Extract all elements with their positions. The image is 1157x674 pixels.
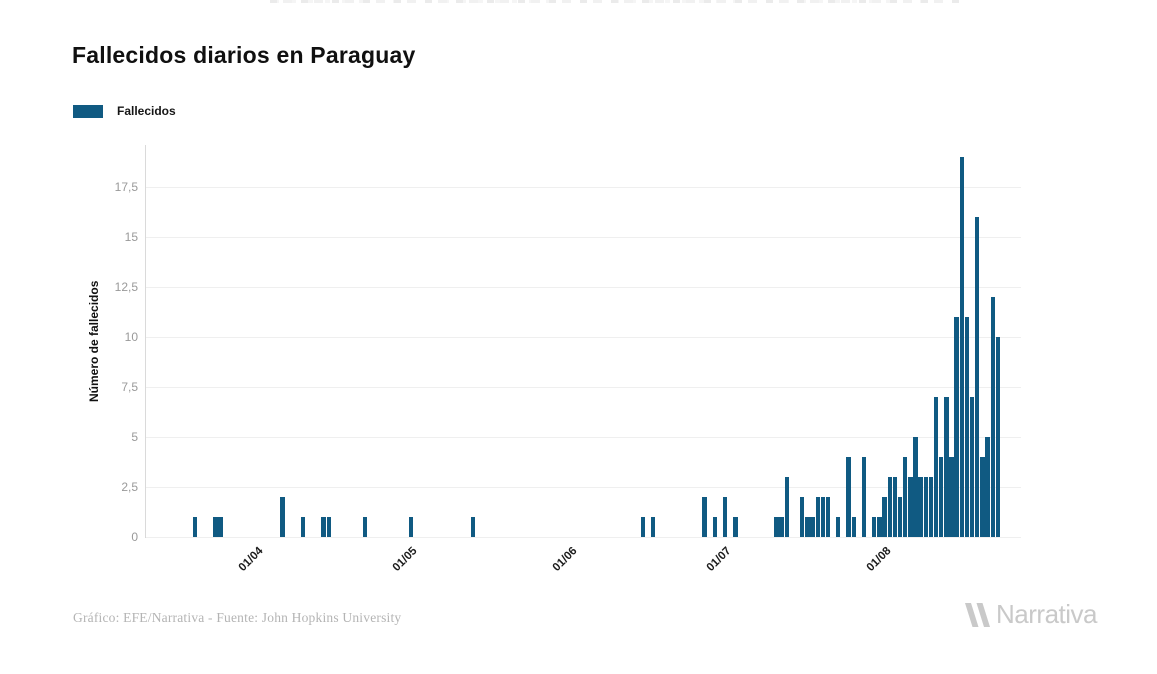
y-tick-label: 12,5: [114, 280, 138, 294]
bar[interactable]: [300, 517, 306, 537]
y-gridline: [146, 186, 1021, 188]
y-tick-label: 17,5: [114, 180, 138, 194]
y-tick-label: 15: [124, 230, 138, 244]
bar[interactable]: [815, 497, 820, 537]
narrativa-logo: Narrativa: [965, 599, 1097, 630]
y-tick-label: 0: [131, 530, 138, 544]
plot-area: 0 2,5 5 7,5 10 12,5 15 17,5 01/04 01/05 01/06 01/07…: [115, 145, 1021, 574]
bar[interactable]: [913, 437, 918, 537]
bar[interactable]: [980, 457, 985, 537]
bar[interactable]: [800, 497, 805, 537]
bar[interactable]: [702, 497, 707, 537]
bar[interactable]: [985, 437, 990, 537]
bar[interactable]: [805, 517, 810, 537]
bar[interactable]: [861, 457, 867, 537]
x-tick-label: 01/08: [864, 545, 894, 574]
bar[interactable]: [846, 457, 851, 537]
bar[interactable]: [640, 517, 645, 537]
y-tick-label: 10: [124, 330, 138, 344]
y-gridline: [146, 386, 1021, 388]
bar[interactable]: [903, 457, 908, 537]
screenshot-edge-artifact: [270, 0, 960, 3]
source-credit: Gráfico: EFE/Narrativa - Fuente: John Ho…: [73, 610, 402, 625]
bar[interactable]: [923, 477, 928, 537]
y-gridline: [146, 536, 1021, 538]
bar[interactable]: [192, 517, 198, 537]
bar[interactable]: [362, 517, 367, 537]
bar[interactable]: [975, 217, 980, 537]
bar[interactable]: [877, 517, 882, 537]
bar[interactable]: [944, 397, 949, 537]
bar[interactable]: [990, 297, 995, 537]
x-tick-label: 01/05: [390, 545, 420, 574]
bar[interactable]: [918, 477, 923, 537]
y-tick-label: 2,5: [121, 480, 138, 494]
bar[interactable]: [964, 317, 970, 537]
bar[interactable]: [408, 517, 414, 537]
bar[interactable]: [470, 517, 475, 537]
bar[interactable]: [321, 517, 326, 537]
bar[interactable]: [928, 477, 934, 537]
bar[interactable]: [712, 517, 717, 537]
y-gridline: [146, 436, 1021, 438]
y-gridline: [146, 286, 1021, 288]
bar[interactable]: [733, 517, 738, 537]
bar[interactable]: [887, 477, 892, 537]
bar[interactable]: [774, 517, 779, 537]
bar[interactable]: [908, 477, 913, 537]
bar[interactable]: [872, 517, 877, 537]
bar[interactable]: [218, 517, 223, 537]
bar[interactable]: [882, 497, 887, 537]
bar[interactable]: [820, 497, 825, 537]
bar[interactable]: [939, 457, 944, 537]
bar[interactable]: [213, 517, 218, 537]
chart-title: Fallecidos diarios en Paraguay: [72, 42, 416, 68]
y-gridline: [146, 336, 1021, 338]
y-axis-title: Número de fallecidos: [87, 280, 101, 402]
narrativa-wordmark: Narrativa: [996, 599, 1097, 629]
x-tick-label: 01/06: [550, 545, 580, 574]
bar[interactable]: [969, 397, 975, 537]
bar[interactable]: [650, 517, 656, 537]
y-gridline: [146, 236, 1021, 238]
bar[interactable]: [851, 517, 856, 537]
legend-swatch: [73, 104, 103, 118]
x-tick-label: 01/04: [236, 545, 266, 574]
bar[interactable]: [836, 517, 841, 537]
bar[interactable]: [949, 457, 954, 537]
legend-item-fallecidos[interactable]: Fallecidos: [73, 104, 176, 118]
legend-label: Fallecidos: [117, 104, 176, 118]
narrativa-logo-icon: [965, 602, 991, 627]
bar[interactable]: [779, 517, 784, 537]
bar[interactable]: [810, 517, 815, 537]
bar[interactable]: [933, 397, 939, 537]
bar[interactable]: [280, 497, 285, 537]
y-gridline: [146, 486, 1021, 488]
bar[interactable]: [825, 497, 831, 537]
x-tick-label: 01/07: [704, 545, 734, 574]
bar[interactable]: [995, 337, 1000, 537]
y-tick-label: 5: [131, 430, 138, 444]
y-tick-label: 7,5: [121, 380, 138, 394]
bar[interactable]: [897, 497, 903, 537]
bar[interactable]: [784, 477, 789, 537]
bar[interactable]: [892, 477, 898, 537]
bar[interactable]: [959, 157, 964, 537]
bar[interactable]: [326, 517, 331, 537]
bar[interactable]: [722, 497, 728, 537]
bar[interactable]: [954, 317, 959, 537]
